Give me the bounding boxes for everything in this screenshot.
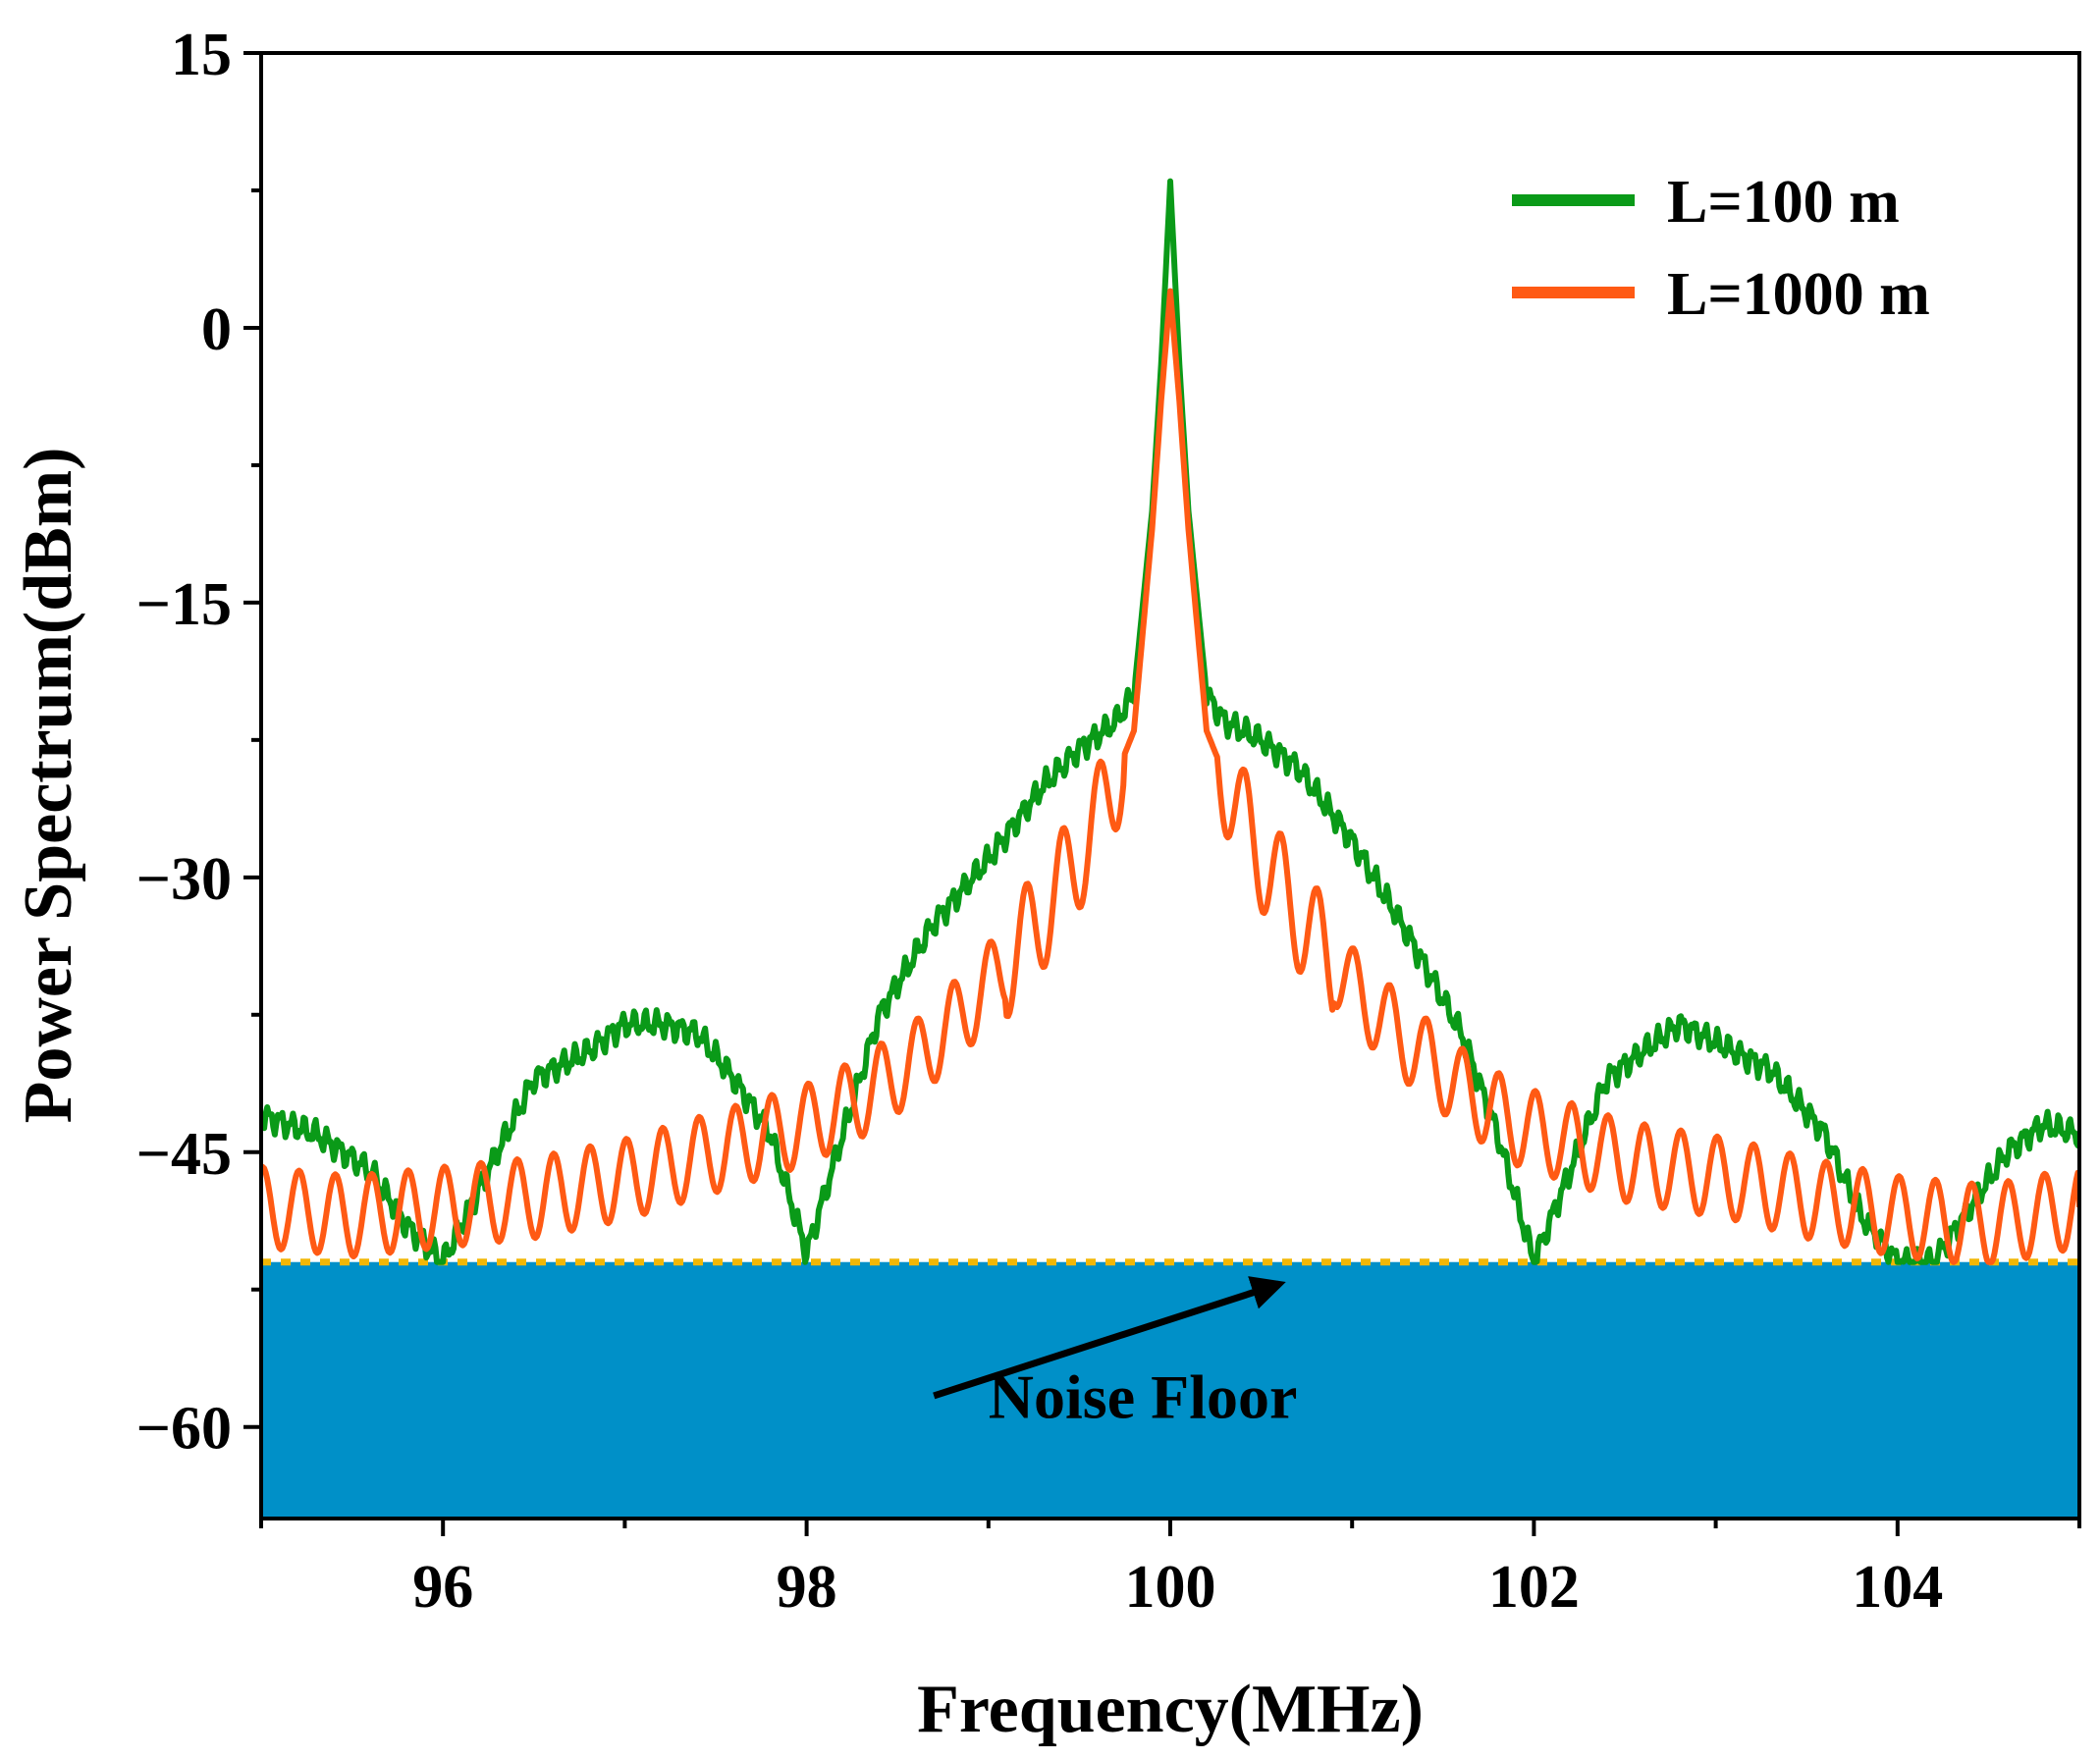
noise-floor-fill bbox=[261, 1261, 2079, 1519]
series-line-l1000 bbox=[261, 288, 2079, 1265]
y-tick-label: −15 bbox=[136, 571, 232, 638]
x-tick-label: 102 bbox=[1488, 1554, 1580, 1621]
noise-floor-arrow bbox=[933, 1276, 1286, 1400]
x-tick-label: 100 bbox=[1125, 1554, 1216, 1621]
x-tick-label: 98 bbox=[777, 1554, 837, 1621]
x-axis-title: Frequency(MHz) bbox=[917, 1672, 1424, 1747]
y-tick-label: −45 bbox=[136, 1121, 232, 1188]
legend-label-l1000: L=1000 m bbox=[1667, 261, 1930, 328]
series-layer bbox=[261, 178, 2079, 1265]
y-tick-label: 15 bbox=[171, 22, 232, 88]
axis-ticks: 96 98 100 102 104 15 0 −15 −30 −45 −60 bbox=[136, 22, 2081, 1621]
legend: L=100 m L=1000 m bbox=[1512, 169, 1930, 328]
y-axis-title: Power Spectrum(dBm) bbox=[11, 448, 86, 1124]
y-tick-label: 0 bbox=[201, 296, 232, 363]
y-tick-label: −60 bbox=[136, 1396, 232, 1463]
series-line-l100 bbox=[261, 178, 2079, 1265]
noise-floor-label: Noise Floor bbox=[989, 1361, 1298, 1431]
x-tick-label: 96 bbox=[412, 1554, 473, 1621]
y-tick-label: −30 bbox=[136, 846, 232, 913]
legend-label-l100: L=100 m bbox=[1667, 169, 1900, 236]
x-tick-label: 104 bbox=[1852, 1554, 1943, 1621]
